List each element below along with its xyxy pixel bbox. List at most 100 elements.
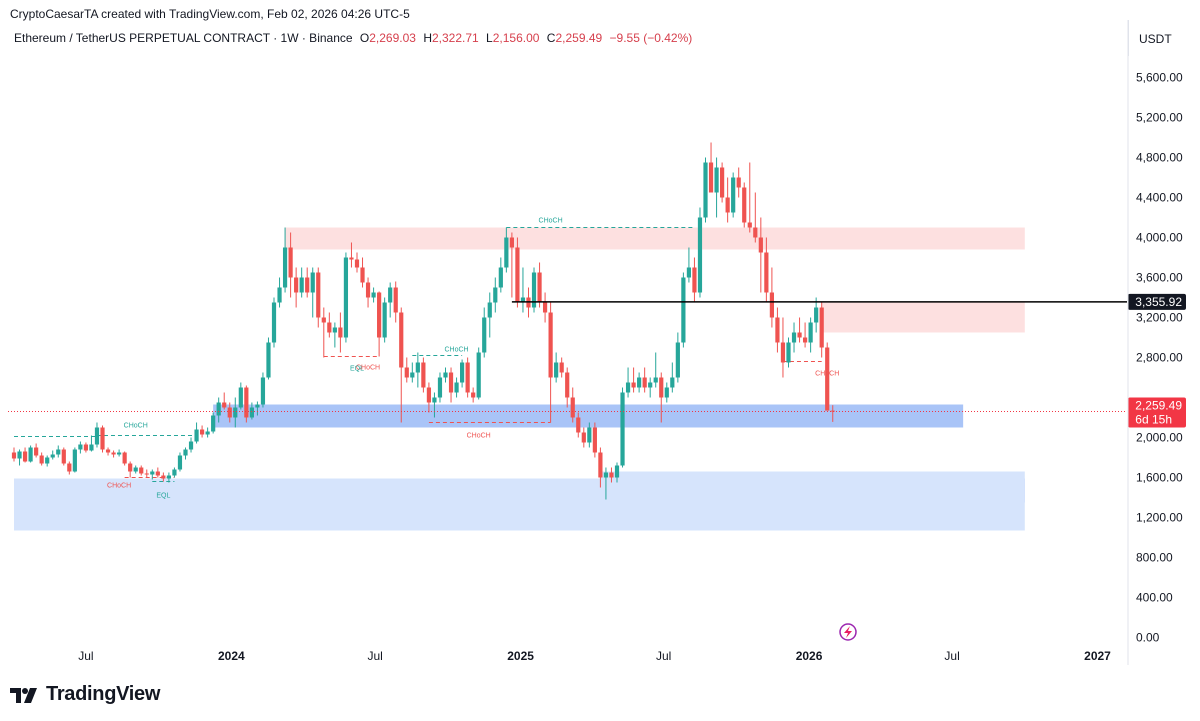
last-price-label: 2,259.49 xyxy=(1135,399,1182,413)
candle-body xyxy=(808,322,813,343)
candle-body xyxy=(648,382,653,388)
candle-body xyxy=(45,457,50,464)
candle-body xyxy=(199,429,205,435)
candle-body xyxy=(360,267,365,283)
candle-body xyxy=(592,427,597,453)
demand-zone xyxy=(600,471,1025,479)
time-tick-label: Jul xyxy=(367,649,382,663)
candle-body xyxy=(642,377,647,388)
price-tick-label: 3,600.00 xyxy=(1136,271,1183,285)
candle-body xyxy=(354,259,360,268)
candle-body xyxy=(266,342,271,378)
candle-body xyxy=(570,397,575,418)
candle-body xyxy=(670,377,675,388)
candle-body xyxy=(814,307,819,323)
candle-body xyxy=(56,449,61,455)
candle-body xyxy=(603,472,609,478)
candle-body xyxy=(133,467,138,472)
symbol-title[interactable]: Ethereum / TetherUS PERPETUAL CONTRACT ·… xyxy=(14,31,353,45)
high-value: 2,322.71 xyxy=(431,31,479,45)
candle-body xyxy=(111,452,116,455)
candle-body xyxy=(565,372,570,398)
candle-body xyxy=(708,162,714,193)
candle-body xyxy=(260,377,266,405)
candle-body xyxy=(183,449,188,456)
price-tick-label: 5,600.00 xyxy=(1136,71,1183,85)
candle-body xyxy=(67,463,72,472)
open-value: 2,269.03 xyxy=(369,31,416,45)
candle-body xyxy=(89,444,94,451)
candle-body xyxy=(194,429,199,442)
candle-body xyxy=(365,282,371,298)
candle-body xyxy=(515,247,520,303)
candle-body xyxy=(282,247,288,288)
candle-body xyxy=(72,449,77,472)
candle-body xyxy=(631,382,636,388)
candle-body xyxy=(675,342,680,378)
candle-body xyxy=(769,292,774,318)
demand-zone xyxy=(213,404,964,428)
candle-body xyxy=(725,197,730,213)
close-value: 2,259.49 xyxy=(555,31,603,45)
candle-body xyxy=(487,302,492,318)
time-tick-label: Jul xyxy=(944,649,959,663)
candle-body xyxy=(321,317,326,323)
candle-body xyxy=(299,277,304,293)
candle-body xyxy=(343,257,349,338)
symbol-legend: Ethereum / TetherUS PERPETUAL CONTRACT ·… xyxy=(14,31,692,45)
candle-body xyxy=(742,187,747,223)
candle-body xyxy=(714,167,719,193)
candle-body xyxy=(736,177,741,188)
structure-annotation: CHoCH xyxy=(467,433,491,440)
candle-body xyxy=(520,297,526,303)
candle-body xyxy=(349,257,354,260)
candle-body xyxy=(747,222,752,228)
candle-body xyxy=(117,452,122,455)
price-tick-label: 4,400.00 xyxy=(1136,191,1183,205)
candle-body xyxy=(459,362,465,383)
candle-body xyxy=(421,362,426,388)
price-tick-label: 800.00 xyxy=(1136,551,1173,565)
candle-body xyxy=(166,475,171,479)
candle-body xyxy=(238,387,243,408)
candle-body xyxy=(271,302,277,343)
structure-annotation: CHoCH xyxy=(107,483,131,490)
candle-body xyxy=(454,382,459,393)
candle-body xyxy=(222,402,227,408)
candle-body xyxy=(614,465,620,478)
candle-body xyxy=(637,377,642,388)
candle-body xyxy=(17,451,22,459)
candle-body xyxy=(620,392,625,466)
candle-body xyxy=(471,392,476,398)
candle-body xyxy=(294,277,299,293)
lightning-icon[interactable] xyxy=(839,623,857,641)
candle-body xyxy=(581,432,586,443)
candle-body xyxy=(371,292,376,298)
time-tick-label: Jul xyxy=(656,649,671,663)
candle-body xyxy=(692,267,697,293)
candle-body xyxy=(28,447,33,462)
time-tick-label: 2027 xyxy=(1084,649,1111,663)
candle-body xyxy=(598,452,603,478)
candle-body xyxy=(288,247,293,278)
candle-body xyxy=(316,272,321,318)
candle-body xyxy=(493,287,498,303)
price-tick-label: 2,000.00 xyxy=(1136,431,1183,445)
candle-body xyxy=(509,237,514,248)
candle-body xyxy=(681,277,686,343)
candle-body xyxy=(802,337,808,343)
price-tick-label: 4,000.00 xyxy=(1136,231,1183,245)
candle-body xyxy=(825,347,830,411)
candle-body xyxy=(531,272,537,308)
key-level-label: 3,355.92 xyxy=(1135,295,1182,309)
change-value: −9.55 (−0.42%) xyxy=(609,31,693,45)
candle-body xyxy=(653,377,658,383)
candle-body xyxy=(448,372,454,393)
supply-zone xyxy=(285,227,1025,250)
candle-body xyxy=(94,427,100,445)
candle-body xyxy=(482,317,487,353)
candle-body xyxy=(476,352,481,398)
candle-body xyxy=(703,162,708,218)
